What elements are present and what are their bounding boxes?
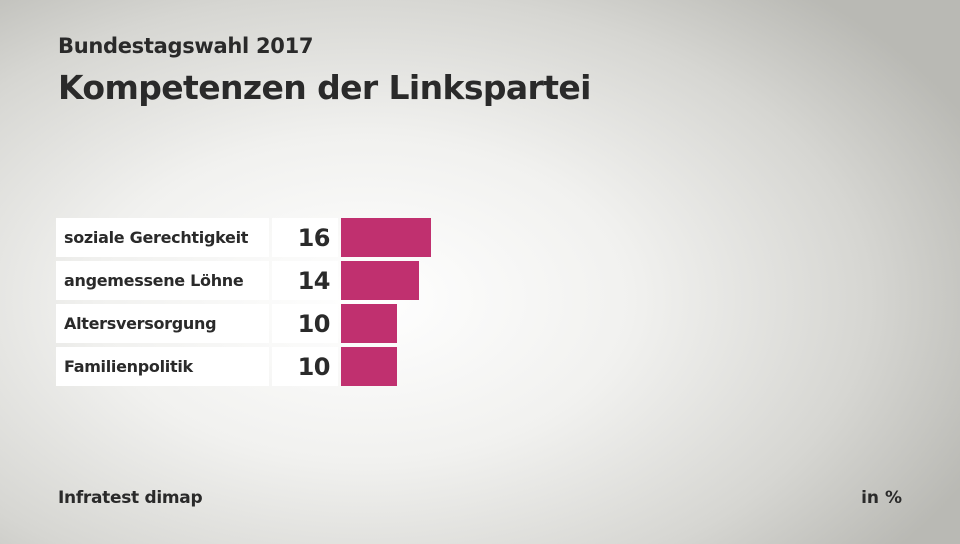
bar-row: Altersversorgung 10 [56, 304, 656, 343]
bar [341, 347, 397, 386]
bar-chart: soziale Gerechtigkeit 16 angemessene Löhne… [56, 218, 656, 388]
value-label: 10 [272, 347, 338, 386]
value-label: 10 [272, 304, 338, 343]
value-label: 14 [272, 261, 338, 300]
category-label: Altersversorgung [56, 304, 269, 343]
chart-subtitle: Bundestagswahl 2017 [58, 34, 314, 58]
bar [341, 261, 420, 300]
category-label: Familienpolitik [56, 347, 269, 386]
unit-label: in % [861, 488, 902, 508]
bar-row: soziale Gerechtigkeit 16 [56, 218, 656, 257]
bar-row: Familienpolitik 10 [56, 347, 656, 386]
bar-row: angemessene Löhne 14 [56, 261, 656, 300]
source-label: Infratest dimap [58, 488, 203, 508]
bar [341, 304, 397, 343]
category-label: angemessene Löhne [56, 261, 269, 300]
chart-title: Kompetenzen der Linkspartei [58, 68, 592, 107]
category-label: soziale Gerechtigkeit [56, 218, 269, 257]
bar [341, 218, 431, 257]
value-label: 16 [272, 218, 338, 257]
